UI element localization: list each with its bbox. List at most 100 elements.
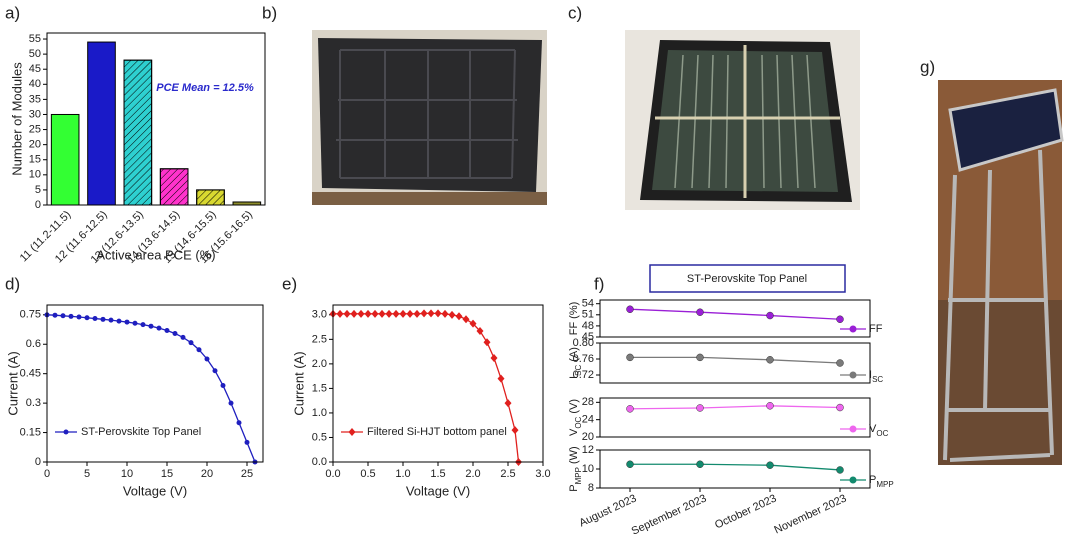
legend-marker: [849, 325, 857, 333]
marker: [228, 400, 234, 406]
panel-label: b): [262, 3, 277, 22]
x-tick-label: 1.5: [430, 468, 445, 480]
marker: [766, 461, 774, 469]
y-tick-label: 20: [29, 139, 41, 151]
marker: [766, 356, 774, 364]
plot-frame: [46, 32, 266, 206]
legend-label-part: I: [869, 369, 872, 381]
y-tick-label: 0.75: [20, 309, 41, 321]
y-axis-label: FF (%): [568, 302, 580, 336]
y-tick-label: 0.76: [573, 353, 594, 365]
marker: [92, 316, 98, 322]
marker: [68, 313, 74, 319]
plot-frame: [46, 304, 264, 463]
x-tick-label: 3.0: [535, 468, 550, 480]
x-tick-label: October 2023: [713, 492, 778, 531]
y-tick-label: 0: [35, 199, 41, 211]
y-tick-label: 10: [582, 463, 594, 475]
marker: [164, 328, 170, 334]
y-axis-label-part: OC: [574, 416, 583, 428]
x-tick-label: 20: [201, 468, 213, 480]
marker: [76, 314, 82, 320]
legend-label: ST-Perovskite Top Panel: [81, 426, 201, 438]
marker: [441, 309, 449, 318]
series-line: [46, 314, 256, 463]
plot-frame: [599, 449, 871, 489]
series-line: [629, 308, 841, 320]
legend-marker: [849, 476, 857, 484]
x-tick-label: 10: [121, 468, 133, 480]
legend-marker: [849, 371, 857, 379]
photo-b: [312, 30, 547, 205]
y-tick-label: 0.80: [573, 337, 594, 349]
legend-label: FF: [869, 323, 883, 335]
y-tick-label: 0.72: [573, 369, 594, 381]
marker: [196, 347, 202, 353]
photo-g: [938, 80, 1064, 465]
marker: [244, 439, 250, 445]
marker: [180, 334, 186, 340]
y-tick-label: 2.5: [312, 333, 327, 345]
y-tick-label: 50: [29, 48, 41, 60]
plot-frame: [599, 299, 871, 338]
marker: [836, 466, 844, 474]
legend-label: ISC: [869, 369, 883, 384]
panel-label: d): [5, 274, 20, 293]
y-tick-label: 25: [29, 123, 41, 135]
marker: [204, 356, 210, 362]
marker: [469, 319, 477, 328]
y-axis-label-part: SC: [574, 365, 583, 376]
marker: [483, 338, 491, 347]
marker: [124, 319, 130, 325]
marker: [220, 382, 226, 388]
marker: [100, 316, 106, 322]
marker: [836, 315, 844, 323]
marker: [212, 368, 218, 374]
legend-label: PMPP: [869, 474, 894, 489]
marker: [626, 460, 634, 468]
x-tick-label: 1.0: [395, 468, 410, 480]
y-tick-label: 0.0: [312, 456, 327, 468]
series-line: [630, 356, 841, 364]
legend-label: VOC: [869, 423, 889, 438]
y-tick-label: 0.3: [26, 397, 41, 409]
marker: [357, 309, 365, 318]
marker: [371, 309, 379, 318]
y-tick-label: 0: [35, 456, 41, 468]
y-axis-label: Current (A): [5, 351, 20, 415]
legend-label-part: SC: [872, 375, 883, 384]
x-axis-label: Voltage (V): [123, 483, 187, 498]
marker: [497, 374, 505, 383]
y-tick-label: 0.45: [20, 368, 41, 380]
x-tick-label: 5: [84, 468, 90, 480]
marker: [63, 429, 69, 435]
photo-c: [625, 30, 860, 210]
y-tick-label: 0.5: [312, 431, 327, 443]
legend-label-part: OC: [876, 429, 888, 438]
y-tick-label: 12: [582, 444, 594, 456]
marker: [696, 460, 704, 468]
marker: [427, 309, 435, 318]
y-tick-label: 2.0: [312, 358, 327, 370]
marker: [626, 405, 634, 413]
bar-hatch: [196, 189, 225, 206]
y-axis-label-part: FF: [568, 322, 580, 336]
legend-label: Filtered Si-HJT bottom panel: [367, 426, 507, 438]
marker: [188, 340, 194, 346]
marker: [696, 404, 704, 412]
y-tick-label: 30: [29, 108, 41, 120]
marker: [108, 317, 114, 323]
x-tick-label: November 2023: [772, 492, 848, 536]
marker: [140, 322, 146, 328]
y-axis-label-part: V: [568, 428, 580, 436]
legend-label-part: FF: [869, 323, 883, 335]
series-line: [630, 463, 841, 471]
panel-label: e): [282, 274, 297, 293]
bar-hatch: [123, 59, 153, 206]
marker: [156, 325, 162, 331]
y-axis-label-part: P: [568, 484, 580, 491]
marker: [399, 309, 407, 318]
plot-frame: [332, 304, 544, 463]
marker: [116, 318, 122, 324]
x-axis-label: Voltage (V): [406, 483, 470, 498]
